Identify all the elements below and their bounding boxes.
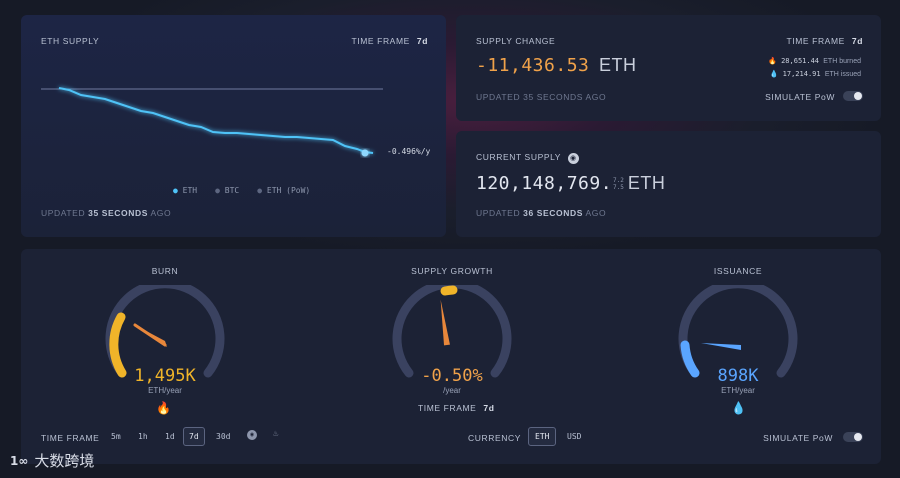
current-supply-updated: UPDATED 36 SECONDS AGO xyxy=(476,208,607,218)
watermark-logo-icon: 1∞ xyxy=(10,453,29,468)
bat-icon: ◉ xyxy=(567,153,579,164)
tf-5m[interactable]: 5m xyxy=(111,432,121,441)
currency-eth[interactable]: ETH xyxy=(528,427,557,446)
current-supply-title: CURRENT SUPPLY ◉ xyxy=(476,152,579,164)
legend-eth-pow[interactable]: ● ETH (PoW) xyxy=(257,186,311,195)
tf-1d[interactable]: 1d xyxy=(165,432,175,441)
burn-title: BURN xyxy=(151,266,179,276)
growth-time-frame: TIME FRAME 7d xyxy=(418,403,495,413)
eth-supply-card: ETH SUPPLY TIME FRAME 7d -0.496%/y ● ETH… xyxy=(21,15,446,237)
currency-label: CURRENCY xyxy=(468,433,521,443)
issuance-needle xyxy=(701,343,741,350)
issuance-value: 898K xyxy=(717,366,759,386)
current-supply-value: 120,148,769. 7.2 7.5 ETH xyxy=(476,173,666,194)
supply-growth-value: -0.50% xyxy=(421,366,483,386)
end-point xyxy=(361,149,369,157)
time-frame-value: 7d xyxy=(416,36,428,46)
tf-1h[interactable]: 1h xyxy=(138,432,148,441)
legend-eth[interactable]: ● ETH xyxy=(173,186,198,195)
fire-icon: 🔥 xyxy=(156,401,171,415)
updated-text: UPDATED 35 SECONDS AGO xyxy=(41,208,172,218)
supply-change-card: SUPPLY CHANGE TIME FRAME 7d -11,436.53 E… xyxy=(456,15,881,121)
issuance-unit: ETH/year xyxy=(721,386,755,395)
chart-legend: ● ETH ● BTC ● ETH (PoW) xyxy=(173,186,310,195)
supply-change-time-frame: TIME FRAME 7d xyxy=(786,36,863,46)
issuance-title: ISSUANCE xyxy=(713,266,763,276)
currency-usd[interactable]: USD xyxy=(567,432,582,441)
current-supply-card: CURRENT SUPPLY ◉ 120,148,769. 7.2 7.5 ET… xyxy=(456,131,881,237)
supply-growth-unit: /year xyxy=(443,386,461,395)
issuance-gauge xyxy=(678,285,798,378)
legend-btc[interactable]: ● BTC xyxy=(215,186,240,195)
since-burn-icon[interactable]: ♨ xyxy=(273,429,279,439)
merge-icon[interactable]: ◉ xyxy=(247,430,257,440)
burn-value: 1,495K xyxy=(134,366,196,386)
fire-icon: 🔥 xyxy=(768,57,777,65)
burn-gauge xyxy=(105,285,225,378)
supply-change-value: -11,436.53 ETH xyxy=(476,55,637,76)
supply-growth-needle xyxy=(440,299,450,346)
simulate-pow-toggle[interactable] xyxy=(843,91,863,101)
gauges-card: BURN 1,495K ETH/year 🔥 SUPPLY GROWTH -0.… xyxy=(21,249,881,464)
bottom-time-frame-label: TIME FRAME xyxy=(41,433,100,443)
eth-supply-title: ETH SUPPLY xyxy=(41,36,100,46)
bottom-simulate-pow-label: SIMULATE PoW xyxy=(763,433,833,443)
eth-supply-line xyxy=(58,87,374,154)
droplet-icon: 💧 xyxy=(731,401,746,415)
supply-change-title: SUPPLY CHANGE xyxy=(476,36,556,46)
issued-row: 💧 17,214.91 ETH issued xyxy=(769,70,861,78)
time-frame-label: TIME FRAME 7d xyxy=(351,36,428,46)
simulate-pow-label: SIMULATE PoW xyxy=(765,92,835,102)
watermark: 1∞ 大数跨境 xyxy=(10,452,95,470)
supply-growth-gauge xyxy=(392,285,512,378)
supply-line-chart xyxy=(41,87,383,157)
bottom-simulate-pow-toggle[interactable] xyxy=(843,432,863,442)
end-label: -0.496%/y xyxy=(387,147,431,156)
tf-7d[interactable]: 7d xyxy=(183,427,205,446)
burn-unit: ETH/year xyxy=(148,386,182,395)
supply-change-updated: UPDATED 35 SECONDS AGO xyxy=(476,92,607,102)
supply-growth-title: SUPPLY GROWTH xyxy=(411,266,493,276)
decimals-scroller: 7.2 7.5 xyxy=(613,176,624,191)
tf-30d[interactable]: 30d xyxy=(216,432,231,441)
burned-row: 🔥 28,651.44 ETH burned xyxy=(768,57,861,65)
droplet-icon: 💧 xyxy=(769,70,779,78)
